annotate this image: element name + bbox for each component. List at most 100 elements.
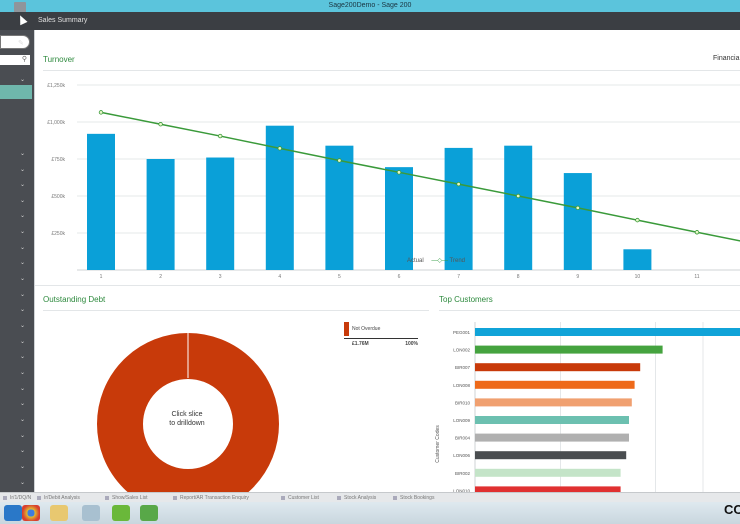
customer-bar[interactable] bbox=[475, 486, 621, 494]
nav-expand-chevron-icon[interactable]: ⌄ bbox=[20, 448, 26, 454]
customer-bar[interactable] bbox=[475, 468, 621, 477]
nav-expand-chevron-icon[interactable]: ⌄ bbox=[20, 417, 26, 423]
customers-axis-label: Customer Codes bbox=[435, 425, 441, 463]
nav-expand-chevron-icon[interactable]: ⌄ bbox=[20, 401, 26, 407]
document-tab[interactable]: Show/Sales List bbox=[104, 494, 148, 502]
document-tab[interactable]: Customer List bbox=[280, 494, 319, 502]
trend-point[interactable] bbox=[217, 133, 223, 139]
turnover-bar[interactable] bbox=[385, 167, 413, 270]
trend-point[interactable] bbox=[635, 217, 640, 223]
turnover-title: Turnover bbox=[43, 55, 75, 64]
nav-expand-chevron-icon[interactable]: ⌄ bbox=[20, 245, 26, 251]
trend-point[interactable] bbox=[575, 205, 580, 211]
windows-taskbar bbox=[0, 502, 740, 524]
turnover-xtick-label: 2 bbox=[159, 274, 162, 280]
document-tab[interactable]: Stock Analysis bbox=[336, 494, 376, 502]
trend-point[interactable] bbox=[396, 170, 402, 175]
turnover-xtick-label: 7 bbox=[457, 274, 460, 280]
nav-expand-chevron-icon[interactable]: ⌄ bbox=[20, 323, 26, 329]
tab-sales-summary[interactable]: Sales Summary bbox=[38, 17, 88, 24]
nav-toggle-button[interactable] bbox=[0, 35, 30, 49]
turnover-divider bbox=[43, 70, 740, 71]
customer-bar[interactable] bbox=[475, 451, 627, 460]
turnover-legend: Actual —◇— Trend bbox=[399, 257, 465, 264]
turnover-chart: £250k £500k £750k £1,000k £1,250k 1 2 3 4 5 6 7 8 9 10… bbox=[47, 83, 740, 280]
nav-expand-chevron-icon[interactable]: ⌄ bbox=[20, 354, 26, 360]
turnover-bar[interactable] bbox=[504, 145, 533, 270]
turnover-bar[interactable] bbox=[444, 147, 473, 270]
mouse-cursor-icon bbox=[16, 13, 28, 26]
explorer-icon[interactable] bbox=[50, 505, 68, 521]
trend-point[interactable] bbox=[694, 230, 700, 235]
section-divider bbox=[35, 285, 740, 286]
nav-expand-chevron-icon[interactable]: ⌄ bbox=[20, 386, 26, 392]
trend-point[interactable] bbox=[456, 181, 461, 187]
nav-expand-chevron-icon[interactable]: ⌄ bbox=[20, 229, 26, 235]
trend-point[interactable] bbox=[158, 122, 163, 127]
nav-expand-chevron-icon[interactable]: ⌄ bbox=[20, 480, 26, 486]
app-icon-2[interactable] bbox=[112, 505, 130, 521]
donut-center-text: Click slice to drilldown bbox=[161, 410, 213, 428]
trend-point[interactable] bbox=[516, 193, 521, 199]
nav-expand-chevron-icon[interactable]: ⌄ bbox=[20, 464, 26, 470]
customer-bar[interactable] bbox=[475, 416, 629, 424]
nav-expand-chevron-icon[interactable]: ⌄ bbox=[20, 292, 26, 298]
customer-bar[interactable] bbox=[475, 345, 663, 354]
trend-point[interactable] bbox=[98, 110, 104, 115]
customer-bar[interactable] bbox=[475, 363, 641, 372]
nav-expand-chevron-icon[interactable]: ⌄ bbox=[20, 307, 26, 313]
left-navigation: ✎ ⚲ ⌄ ⌄ ⌄ ⌄ ⌄ ⌄ ⌄ ⌄ ⌄ ⌄ ⌄ ⌄ ⌄ ⌄ ⌄ ⌄ ⌄ ⌄ ⌄ ⌄ ⌄ ⌄ ⌄ bbox=[0, 30, 34, 492]
chrome-icon[interactable] bbox=[22, 505, 40, 521]
customer-code-label: BIR010 bbox=[455, 400, 471, 405]
legend-not-overdue-value: £1.76M bbox=[352, 341, 369, 347]
customer-code-label: PEG001 bbox=[453, 330, 471, 335]
nav-selected-item[interactable] bbox=[0, 85, 32, 99]
debt-divider bbox=[43, 310, 429, 311]
nav-expand-chevron-icon[interactable]: ⌄ bbox=[20, 433, 26, 439]
nav-expand-chevron-icon[interactable]: ⌄ bbox=[20, 77, 26, 83]
customer-bar[interactable] bbox=[475, 380, 635, 389]
nav-expand-chevron-icon[interactable]: ⌄ bbox=[20, 260, 26, 266]
turnover-ytick-label: £750k bbox=[51, 157, 65, 163]
turnover-bar[interactable] bbox=[206, 157, 235, 270]
turnover-bar[interactable] bbox=[325, 145, 354, 270]
debt-title: Outstanding Debt bbox=[43, 295, 106, 304]
nav-expand-chevron-icon[interactable]: ⌄ bbox=[20, 167, 26, 173]
donut-center-line2: to drilldown bbox=[169, 420, 205, 427]
nav-expand-chevron-icon[interactable]: ⌄ bbox=[20, 213, 26, 219]
trend-point[interactable] bbox=[337, 158, 342, 163]
nav-expand-chevron-icon[interactable]: ⌄ bbox=[20, 151, 26, 157]
app-icon-3[interactable] bbox=[140, 505, 158, 521]
customer-bar[interactable] bbox=[475, 398, 632, 407]
document-tab[interactable]: Report/AR Transaction Enquiry bbox=[172, 494, 249, 502]
nav-expand-chevron-icon[interactable]: ⌄ bbox=[20, 182, 26, 188]
start-button[interactable] bbox=[4, 505, 22, 521]
document-tab-strip: Ir/1/DQ/N Ir/Debit Analysis Show/Sales Lis… bbox=[0, 492, 740, 502]
app-icon-1[interactable] bbox=[82, 505, 100, 521]
trend-point[interactable] bbox=[277, 146, 282, 151]
document-tab[interactable]: Ir/1/DQ/N bbox=[2, 494, 31, 502]
turnover-bar[interactable] bbox=[563, 173, 592, 270]
turnover-xtick-label: 4 bbox=[278, 274, 281, 280]
turnover-bar[interactable] bbox=[87, 133, 115, 270]
customers-title: Top Customers bbox=[439, 295, 493, 304]
customer-bar[interactable] bbox=[475, 328, 740, 336]
turnover-xtick-label: 3 bbox=[219, 274, 222, 280]
document-tab[interactable]: Ir/Debit Analysis bbox=[36, 494, 80, 502]
pin-icon[interactable]: ✎ bbox=[18, 40, 24, 47]
turnover-xtick-label: 11 bbox=[694, 274, 699, 280]
turnover-bar[interactable] bbox=[623, 249, 652, 270]
nav-expand-chevron-icon[interactable]: ⌄ bbox=[20, 198, 26, 204]
customer-bar[interactable] bbox=[475, 433, 629, 442]
nav-search-input[interactable]: ⚲ bbox=[0, 55, 30, 65]
nav-expand-chevron-icon[interactable]: ⌄ bbox=[20, 339, 26, 345]
trend-swatch: —◇— bbox=[431, 258, 448, 264]
nav-expand-chevron-icon[interactable]: ⌄ bbox=[20, 276, 26, 282]
nav-expand-chevron-icon[interactable]: ⌄ bbox=[20, 370, 26, 376]
turnover-xtick-label: 9 bbox=[576, 274, 579, 280]
turnover-ytick-label: £500k bbox=[51, 194, 65, 200]
customer-code-label: LON008 bbox=[453, 383, 470, 388]
turnover-bar[interactable] bbox=[146, 159, 175, 270]
document-tab[interactable]: Stock Bookings bbox=[392, 494, 434, 502]
